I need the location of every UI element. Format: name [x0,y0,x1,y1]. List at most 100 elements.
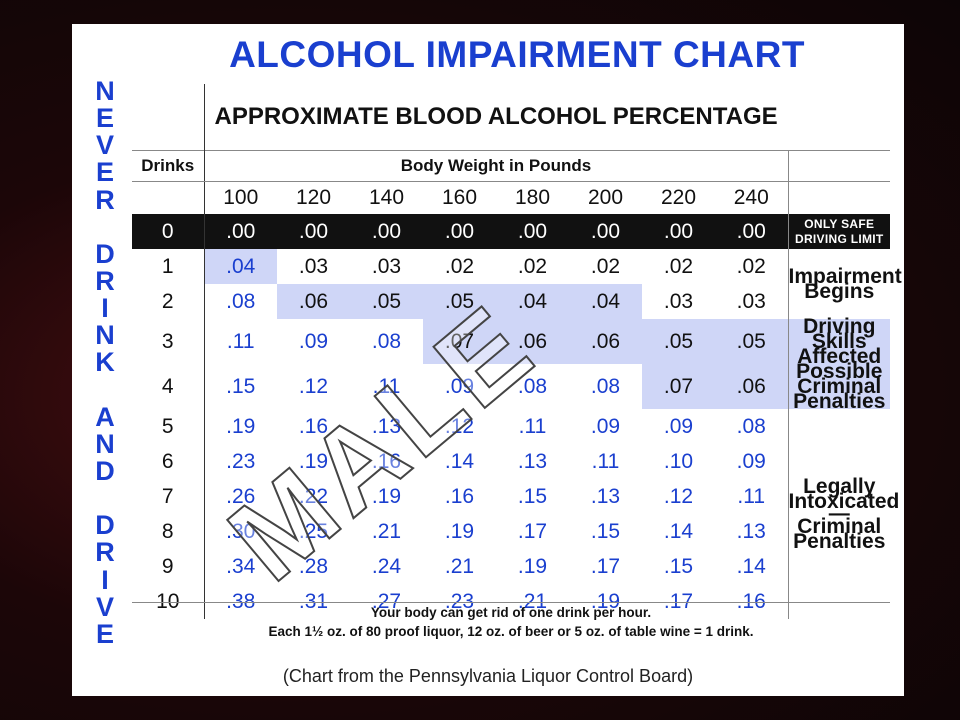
bac-value: .16 [444,484,475,508]
bac-value: .03 [663,289,694,313]
slogan-letter: R [95,537,115,568]
bac-value: .05 [423,284,496,319]
bac-value: .12 [298,374,329,398]
weight-100: 100 [203,181,277,214]
table-row: 4.15.12.11.09.08.08.07.06 Possible Crimina… [132,361,891,413]
table-row: 6 .23 .19 .16 .14 .13 .11 .10 .09 [132,444,890,479]
bac-value: .00 [642,214,715,249]
drinks-count: 10 [156,589,180,613]
weight-120: 120 [295,186,332,209]
bac-value: .15 [663,554,694,578]
slogan-gap [85,379,125,402]
bac-value: .31 [298,589,329,613]
bac-value: .00 [350,214,423,249]
bac-value: .02 [590,254,621,278]
drinks-count: 0 [132,214,204,249]
slogan-letter: E [95,103,114,134]
bac-value: .15 [517,484,548,508]
legally-intoxicated-label-line: Legally [803,475,876,498]
weight-220: 220 [660,186,697,209]
drinks-count: 6 [161,449,174,473]
bac-value: .34 [203,549,277,584]
table-subtitle: APPROXIMATE BLOOD ALCOHOL PERCENTAGE [203,84,891,151]
slogan-letter: V [95,130,114,161]
bac-value: .04 [496,284,569,319]
bac-value: .00 [423,214,496,249]
possible-penalties-label-line: Criminal Penalties [793,375,886,413]
bac-value: .08 [371,329,402,353]
slogan-letter: I [101,293,109,324]
driving-skills-label: Driving Skills Affected [787,316,891,368]
slogan-letter: D [95,238,115,269]
only-safe-label: ONLY SAFE DRIVING LIMIT [787,214,891,249]
weight-header: Body Weight in Pounds [203,150,788,182]
bac-value: .12 [663,484,694,508]
bac-value: .04 [569,284,642,319]
bac-value: .03 [371,254,402,278]
bac-value: .13 [736,519,766,543]
slogan-letter: R [95,184,115,215]
bac-value: .19 [590,589,621,613]
bac-value: .19 [298,449,329,473]
side-header-blank [787,150,891,182]
slogan-letter: E [95,618,114,649]
bac-value: .11 [518,414,547,438]
driving-skills-label-line: Affected [797,345,882,368]
table-row: 2.08.06.05.05.04.04.03.03 [132,284,890,319]
bac-value: .02 [663,254,694,278]
bac-value: .30 [203,514,277,549]
legally-intoxicated-label-line: Criminal [797,515,882,538]
drinks-count: 7 [161,484,174,508]
bac-table: APPROXIMATE BLOOD ALCOHOL PERCENTAGE Dri… [132,84,902,619]
footnote: Your body can get rid of one drink per h… [132,602,890,649]
bac-value: .17 [590,554,621,578]
bac-value: .19 [517,554,548,578]
source-caption: (Chart from the Pennsylvania Liquor Cont… [282,666,694,686]
bac-value: .08 [517,374,548,398]
bac-value: .13 [371,414,402,438]
table-row: 0.00.00.00.00.00.00.00.00 ONLY SAFE DRIVIN… [132,214,891,249]
bac-value: .12 [444,414,475,438]
slogan-letter: V [95,591,114,622]
bac-value: .16 [371,449,402,473]
bac-value: .02 [517,254,548,278]
impairment-label-line: Impairment [788,265,902,288]
bac-value: .03 [736,289,766,313]
bac-value: .13 [590,484,621,508]
bac-value: .16 [736,589,766,613]
bac-value: .24 [371,554,402,578]
bac-value: .16 [298,414,329,438]
bac-value: .23 [203,444,277,479]
legally-intoxicated-label-line: Intoxicated [788,490,900,513]
table-row: 3.11.09.08.07.06.06.05.05 Driving Skills A… [132,316,891,368]
weight-200: 200 [587,186,624,209]
slogan-letter: N [95,428,115,459]
bac-value: .23 [444,589,475,613]
table-row: 9 .34 .28 .24 .21 .19 .17 .15 .14 [132,549,890,584]
drinks-count: 8 [161,519,174,543]
bac-value: .00 [569,214,642,249]
bac-value: .38 [203,584,277,619]
bac-value: .06 [277,284,350,319]
bac-value: .00 [203,214,277,249]
bac-value: .11 [203,319,277,364]
bac-value: .08 [736,414,766,438]
slogan-letter: D [95,510,115,541]
bac-value: .28 [298,554,329,578]
bac-value: .02 [736,254,766,278]
bac-value: .08 [590,374,621,398]
drinks-count: 4 [161,374,174,398]
bac-value: .03 [298,254,329,278]
bac-value: .15 [590,519,621,543]
bac-value: .11 [591,449,620,473]
table-row: 5 .19 .16 .13 .12 .11 .09 .09 .08 Legally Intoxica… [132,409,899,619]
chart-title: ALCOHOL IMPAIRMENT CHART [229,34,805,75]
legally-intoxicated-label: Legally Intoxicated — Criminal Penalties [787,409,900,619]
drinks-count: 2 [161,289,174,313]
weight-240: 240 [733,186,769,209]
bac-value: .05 [642,319,715,364]
impairment-label: Impairment Begins [787,249,902,319]
bac-value: .19 [444,519,475,543]
bac-value: .14 [444,449,475,473]
